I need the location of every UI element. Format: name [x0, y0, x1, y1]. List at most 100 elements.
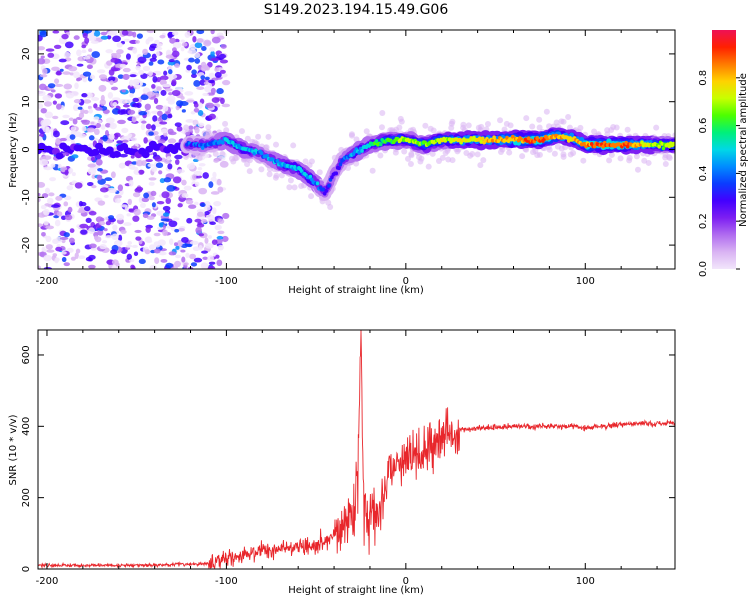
haze-cell: [560, 153, 567, 160]
snr-xtick-label: -100: [215, 576, 238, 587]
noise-cell: [183, 185, 192, 191]
noise-cell: [113, 239, 123, 247]
noise-cell: [131, 116, 137, 123]
noise-cell: [177, 240, 183, 248]
spectrogram-xlabel: Height of straight line (km): [288, 285, 424, 296]
spectrogram-xtick-label: 0: [403, 276, 409, 287]
haze-cell: [398, 118, 405, 125]
noise-cell: [184, 31, 191, 38]
noise-cell: [167, 128, 174, 134]
noise-cell: [169, 238, 174, 245]
noise-cell: [143, 137, 148, 144]
noise-cell: [43, 166, 53, 171]
noise-cell: [86, 182, 94, 187]
noise-cell: [211, 97, 220, 103]
noise-cell: [127, 208, 134, 212]
noise-cell: [185, 252, 190, 258]
colorbar-tick-label: 0.4: [698, 165, 709, 181]
noise-cell: [110, 57, 119, 63]
noise-cell: [83, 109, 89, 114]
noise-cell: [204, 64, 209, 71]
noise-cell: [84, 37, 90, 44]
noise-cell: [127, 198, 133, 206]
haze-cell: [417, 158, 424, 165]
noise-cell: [67, 206, 73, 213]
haze-cell: [606, 157, 613, 164]
noise-cell: [161, 83, 171, 88]
noise-cell: [63, 51, 71, 59]
noise-cell: [202, 256, 209, 260]
noise-cell: [190, 111, 196, 115]
noise-cell: [87, 163, 96, 168]
ridge-cell: [321, 187, 326, 192]
noise-cell: [81, 93, 88, 98]
noise-cell: [163, 70, 168, 76]
noise-cell: [210, 30, 215, 35]
haze-cell: [580, 157, 587, 164]
noise-cell: [62, 174, 70, 178]
noise-cell: [62, 114, 70, 119]
haze-cell: [506, 149, 513, 156]
noise-cell: [211, 77, 219, 81]
noise-cell: [186, 64, 192, 71]
noise-cell: [140, 94, 149, 101]
noise-cell: [88, 227, 96, 235]
noise-cell: [180, 249, 186, 253]
noise-cell: [105, 49, 114, 54]
noise-cell: [50, 163, 56, 168]
noise-cell: [91, 51, 101, 58]
noise-cell: [111, 259, 119, 265]
noise-cell: [64, 169, 69, 176]
noise-cell: [148, 177, 157, 181]
snr-series-line: [38, 330, 675, 569]
noise-cell: [82, 71, 92, 77]
noise-cell: [63, 201, 69, 207]
noise-cell: [211, 36, 221, 44]
noise-cell: [47, 197, 54, 205]
ridge-cell: [592, 144, 597, 149]
noise-cell: [107, 30, 115, 36]
noise-cell: [159, 121, 168, 125]
noise-cell: [191, 73, 197, 78]
haze-cell: [246, 157, 253, 164]
noise-cell: [189, 253, 197, 260]
noise-cell: [112, 35, 121, 43]
noise-cell: [126, 253, 133, 260]
noise-cell: [47, 52, 55, 58]
haze-cell: [430, 127, 437, 134]
noise-cell: [179, 101, 189, 106]
noise-cell: [129, 92, 134, 98]
spectrogram-xtick-label: 100: [576, 276, 595, 287]
haze-cell: [449, 157, 456, 164]
noise-cell: [42, 125, 50, 133]
noise-cell: [109, 80, 114, 86]
noise-cell: [221, 235, 229, 243]
noise-cell: [38, 223, 43, 227]
noise-cell: [64, 41, 74, 49]
haze-cell: [363, 128, 370, 135]
noise-cell: [81, 49, 87, 54]
noise-cell: [207, 61, 213, 68]
noise-cell: [78, 133, 87, 138]
haze-cell: [665, 153, 672, 160]
noise-cell: [208, 79, 215, 84]
noise-cell: [154, 257, 160, 265]
ridge-cell: [374, 139, 379, 144]
noise-cell: [132, 192, 141, 198]
noise-cell: [181, 256, 186, 263]
band-cell: [112, 150, 121, 158]
noise-cell: [99, 98, 106, 106]
noise-cell: [132, 78, 141, 85]
noise-cell: [97, 200, 106, 206]
spectrogram-ytick-label: -20: [21, 237, 32, 253]
noise-cell: [194, 58, 201, 64]
noise-cell: [89, 74, 96, 80]
noise-cell: [194, 218, 202, 223]
noise-cell: [147, 70, 153, 77]
noise-cell: [114, 197, 122, 204]
noise-cell: [71, 172, 76, 177]
noise-cell: [186, 217, 193, 224]
noise-cell: [210, 176, 217, 182]
haze-cell: [551, 150, 558, 157]
noise-cell: [166, 185, 176, 192]
